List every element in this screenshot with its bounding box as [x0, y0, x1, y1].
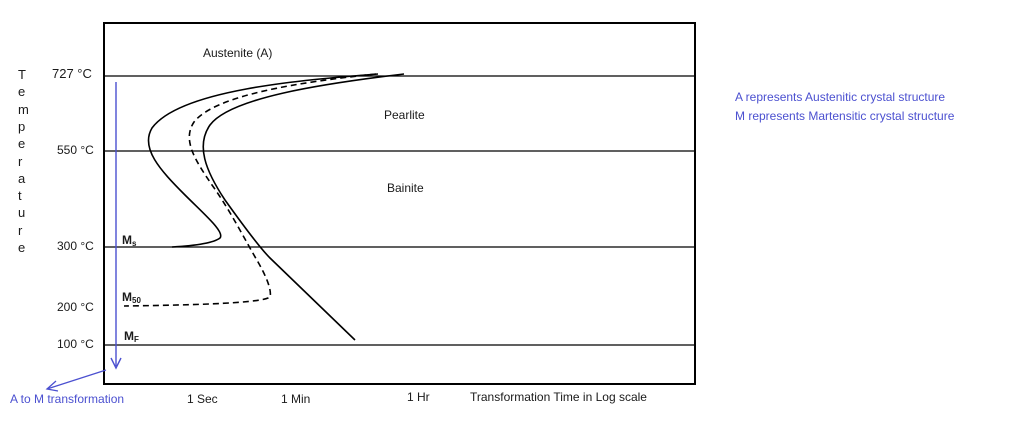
mf-label: MF [124, 329, 139, 344]
fifty-percent-curve [123, 73, 377, 307]
y-axis-title-letter: e [18, 84, 26, 100]
note-martensite: M represents Martensitic crystal structu… [735, 109, 955, 123]
tick-100: 100 °C [57, 337, 94, 351]
finish-curve [202, 73, 405, 341]
region-austenite: Austenite (A) [203, 46, 273, 60]
start-curve [147, 73, 379, 248]
y-axis-title-letter: T [18, 67, 26, 82]
x-tick-1-min: 1 Min [281, 392, 311, 406]
m50-label: M50 [122, 290, 141, 305]
y-axis-title-letter: r [18, 222, 23, 238]
a-to-m-arrow-head [110, 357, 122, 370]
y-axis-title-letter: e [18, 136, 26, 152]
x-axis-title: Transformation Time in Log scale [470, 390, 647, 404]
ms-label: Ms [122, 233, 137, 248]
y-axis-title-letter: r [18, 153, 23, 169]
y-axis-title-letter: e [18, 240, 26, 255]
label-pointer-line [46, 369, 107, 390]
y-axis-title-letter: p [18, 118, 26, 134]
tick-550: 550 °C [57, 143, 94, 157]
y-axis-title-letter: u [18, 205, 26, 221]
tick-200: 200 °C [57, 300, 94, 314]
a-to-m-label: A to M transformation [10, 392, 125, 406]
region-pearlite: Pearlite [384, 108, 425, 122]
y-axis-title-letter: t [18, 188, 22, 204]
x-tick-1-hr: 1 Hr [407, 390, 430, 404]
x-tick-1-sec: 1 Sec [187, 392, 218, 406]
region-bainite: Bainite [387, 181, 424, 195]
label-pointer-head [45, 380, 59, 392]
tick-727: 727 °C [52, 66, 92, 81]
plot-frame [103, 22, 696, 385]
y-axis-title-letter: m [18, 101, 29, 117]
tick-300: 300 °C [57, 239, 94, 253]
y-axis-title-letter: a [18, 170, 26, 186]
note-austenite: A represents Austenitic crystal structur… [735, 90, 946, 104]
